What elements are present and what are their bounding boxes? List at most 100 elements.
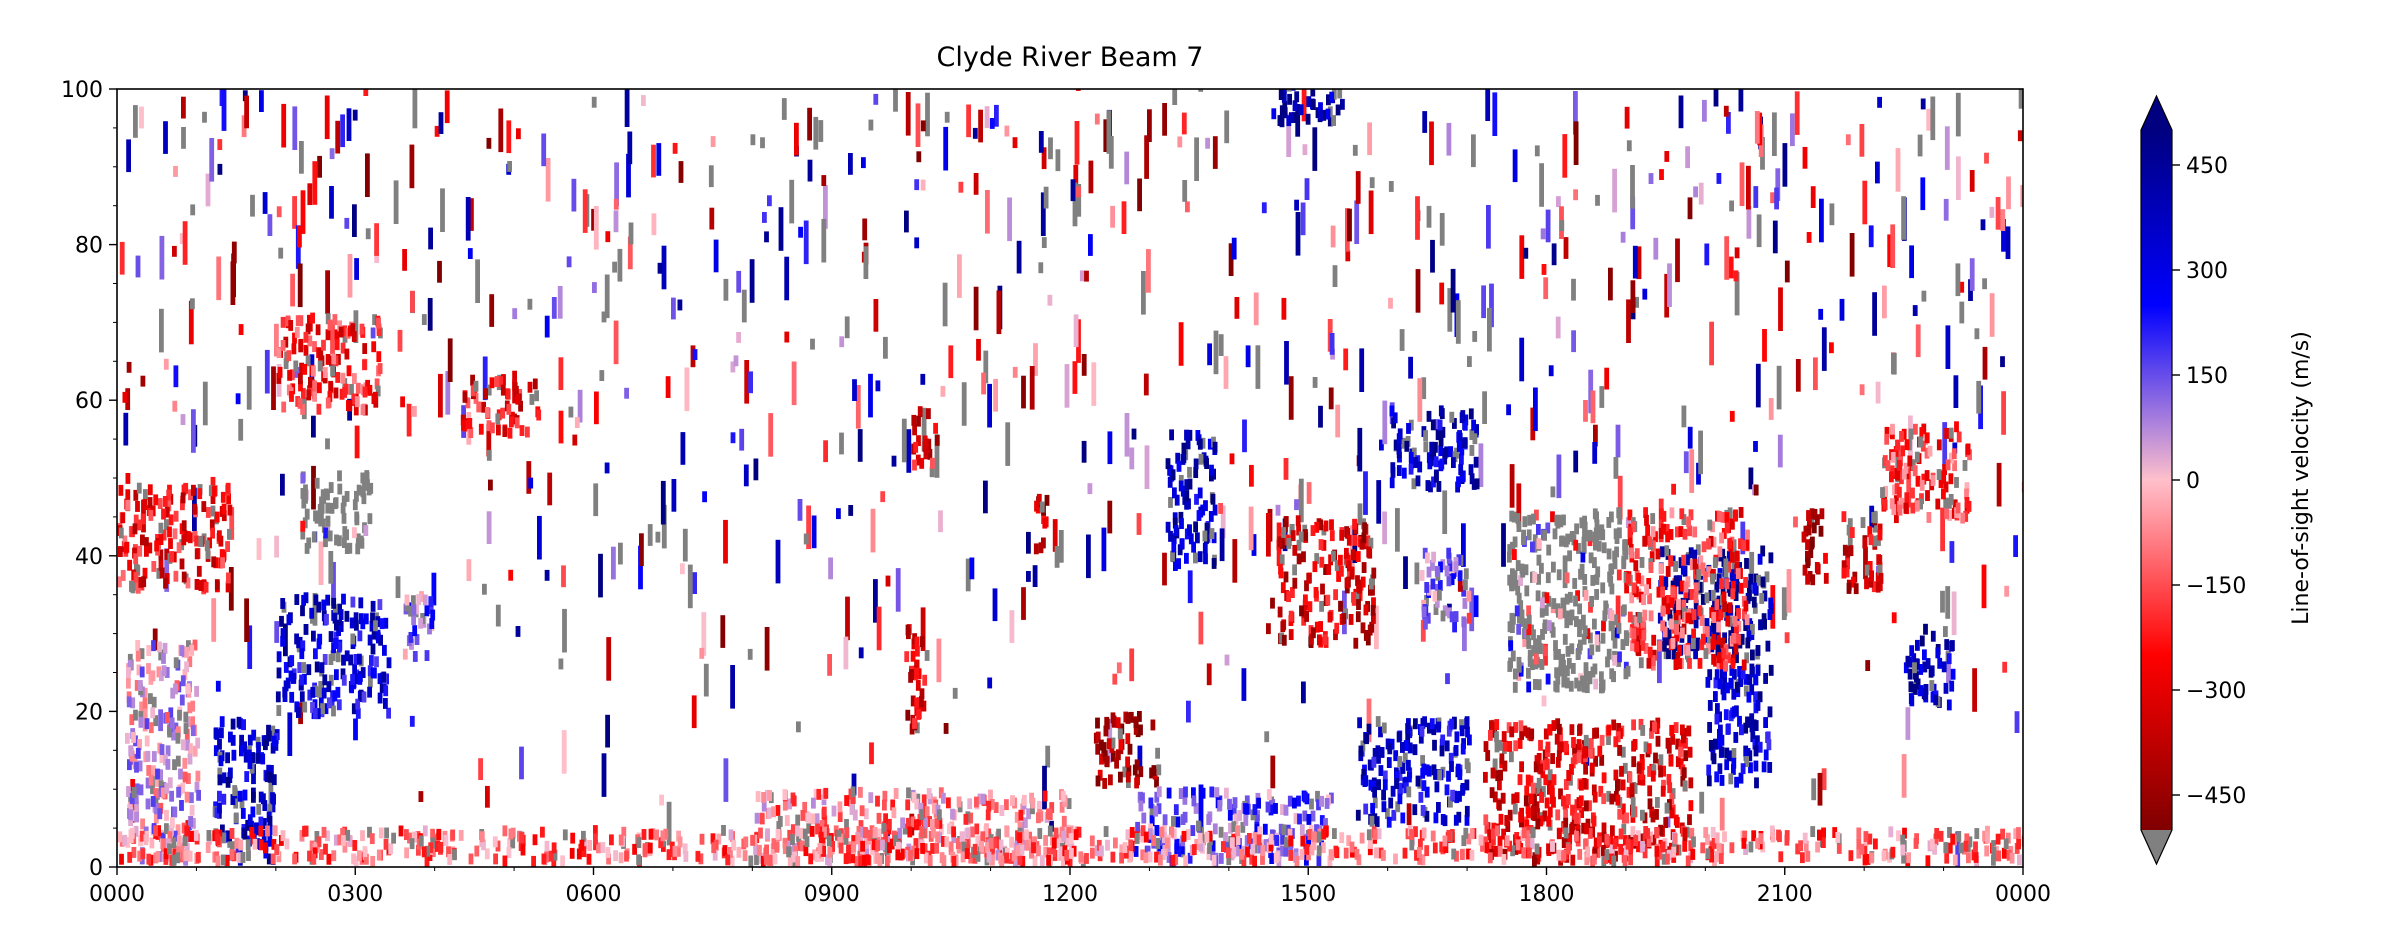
data-cell bbox=[509, 416, 514, 428]
data-cell bbox=[344, 491, 350, 502]
data-cell bbox=[1287, 795, 1293, 807]
data-cell bbox=[914, 722, 920, 734]
data-cell bbox=[1693, 574, 1699, 586]
data-cell bbox=[977, 793, 983, 805]
data-cell bbox=[1079, 270, 1085, 282]
data-cell bbox=[1088, 234, 1093, 256]
data-cell bbox=[2018, 89, 2023, 109]
data-cell bbox=[319, 513, 324, 525]
data-cell bbox=[1617, 651, 1622, 663]
data-cell bbox=[325, 594, 331, 606]
data-cell bbox=[507, 161, 512, 172]
data-cell bbox=[1926, 108, 1932, 131]
data-cell bbox=[1551, 720, 1557, 731]
data-cell bbox=[1290, 530, 1296, 542]
data-cell bbox=[1903, 462, 1909, 474]
data-cell bbox=[844, 819, 849, 830]
data-cell bbox=[883, 831, 889, 843]
data-cell bbox=[1280, 621, 1286, 633]
data-cell bbox=[1281, 527, 1287, 538]
data-cell bbox=[1408, 419, 1414, 431]
data-cell bbox=[1669, 618, 1674, 630]
data-cell bbox=[1541, 591, 1547, 603]
data-cell bbox=[1037, 828, 1043, 839]
data-cell bbox=[328, 482, 334, 493]
data-cell bbox=[1053, 827, 1059, 839]
data-cell bbox=[1572, 578, 1578, 589]
data-cell bbox=[280, 628, 286, 639]
data-cell bbox=[1235, 834, 1241, 845]
data-cell bbox=[221, 832, 227, 844]
data-cell bbox=[172, 400, 178, 412]
data-cell bbox=[972, 127, 978, 139]
data-cell bbox=[1446, 770, 1451, 782]
data-cell bbox=[1292, 577, 1298, 589]
data-cell bbox=[219, 716, 225, 728]
data-cell bbox=[754, 812, 760, 824]
data-cell bbox=[371, 341, 377, 353]
data-cell bbox=[1583, 589, 1589, 601]
data-cell bbox=[1868, 225, 1874, 248]
data-cell bbox=[1687, 525, 1692, 537]
data-cell bbox=[750, 134, 756, 146]
data-cell bbox=[1004, 825, 1010, 837]
data-cell bbox=[1764, 571, 1770, 583]
data-cell bbox=[996, 290, 1002, 335]
data-cell bbox=[1171, 828, 1177, 840]
data-cell bbox=[924, 806, 930, 818]
data-cell bbox=[484, 848, 490, 860]
data-cell bbox=[1202, 542, 1208, 554]
data-cell bbox=[1302, 144, 1308, 156]
data-cell bbox=[905, 817, 911, 829]
data-cell bbox=[325, 502, 331, 514]
data-cell bbox=[303, 592, 309, 604]
data-cell bbox=[1675, 526, 1680, 538]
data-cell bbox=[179, 694, 185, 706]
data-cell bbox=[1719, 797, 1725, 831]
data-cell bbox=[869, 825, 875, 837]
data-cell bbox=[1026, 571, 1031, 582]
data-cell bbox=[1784, 260, 1790, 283]
data-cell bbox=[321, 492, 327, 504]
data-cell bbox=[1545, 209, 1551, 243]
data-cell bbox=[370, 856, 376, 867]
data-cell bbox=[118, 484, 124, 496]
data-cell bbox=[1714, 713, 1720, 725]
data-cell bbox=[1367, 844, 1373, 856]
data-cell bbox=[1422, 111, 1428, 133]
data-cell bbox=[2017, 130, 2023, 142]
data-cell bbox=[1408, 463, 1414, 475]
data-cell bbox=[189, 644, 195, 656]
data-cell bbox=[1545, 522, 1551, 534]
data-cell bbox=[1165, 844, 1171, 855]
data-cell bbox=[379, 682, 385, 694]
data-cell bbox=[1453, 814, 1459, 826]
data-cell bbox=[1518, 600, 1524, 612]
data-cell bbox=[1716, 573, 1722, 585]
data-cell bbox=[749, 259, 755, 303]
data-cell bbox=[1606, 734, 1611, 745]
data-cell bbox=[1632, 739, 1638, 750]
data-cell bbox=[1414, 562, 1420, 585]
data-cell bbox=[1976, 380, 1982, 414]
data-cell bbox=[1370, 604, 1376, 616]
data-cell bbox=[587, 840, 592, 851]
data-cell bbox=[1042, 765, 1047, 810]
data-cell bbox=[1756, 574, 1761, 586]
data-cell bbox=[362, 386, 368, 398]
data-cell bbox=[243, 751, 249, 763]
data-cell bbox=[1719, 532, 1724, 544]
data-cell bbox=[173, 722, 179, 734]
data-cell bbox=[1060, 790, 1066, 802]
data-cell bbox=[1318, 405, 1323, 428]
data-cell bbox=[753, 844, 758, 855]
data-cell bbox=[1594, 511, 1599, 523]
data-cell bbox=[1509, 510, 1515, 522]
data-cell bbox=[1919, 479, 1925, 491]
data-cell bbox=[209, 138, 215, 182]
data-cell bbox=[183, 723, 189, 734]
data-cell bbox=[1253, 832, 1259, 843]
data-cell bbox=[1891, 504, 1897, 516]
data-cell bbox=[1249, 853, 1255, 865]
data-cell bbox=[368, 665, 373, 688]
